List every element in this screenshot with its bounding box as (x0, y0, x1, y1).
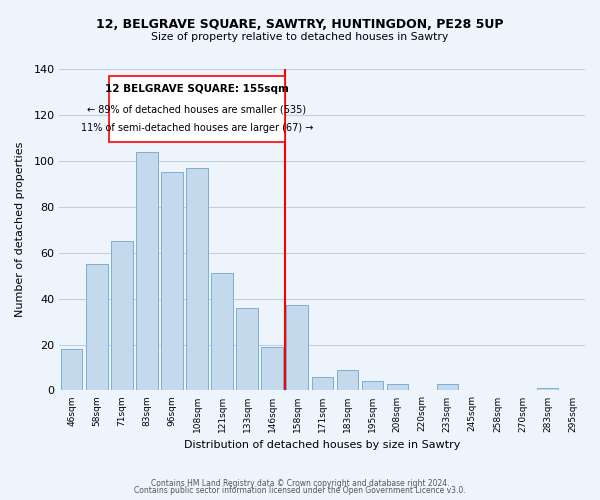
Bar (537, 388, 558, 390)
Bar (311, 376, 333, 390)
Bar (86, 264, 107, 390)
Bar (61, 349, 82, 391)
FancyBboxPatch shape (109, 76, 284, 142)
Text: Size of property relative to detached houses in Sawtry: Size of property relative to detached ho… (151, 32, 449, 42)
Bar (337, 370, 358, 390)
Bar (236, 308, 258, 390)
Bar (161, 172, 182, 390)
Text: Contains HM Land Registry data © Crown copyright and database right 2024.: Contains HM Land Registry data © Crown c… (151, 478, 449, 488)
Bar (136, 152, 158, 390)
Y-axis label: Number of detached properties: Number of detached properties (15, 142, 25, 318)
Bar (362, 381, 383, 390)
X-axis label: Distribution of detached houses by size in Sawtry: Distribution of detached houses by size … (184, 440, 460, 450)
Bar (386, 384, 408, 390)
Bar (437, 384, 458, 390)
Bar (211, 274, 233, 390)
Text: 12, BELGRAVE SQUARE, SAWTRY, HUNTINGDON, PE28 5UP: 12, BELGRAVE SQUARE, SAWTRY, HUNTINGDON,… (96, 18, 504, 30)
Text: Contains public sector information licensed under the Open Government Licence v3: Contains public sector information licen… (134, 486, 466, 495)
Text: ← 89% of detached houses are smaller (535): ← 89% of detached houses are smaller (53… (88, 104, 307, 114)
Text: 12 BELGRAVE SQUARE: 155sqm: 12 BELGRAVE SQUARE: 155sqm (105, 84, 289, 94)
Bar (262, 347, 283, 391)
Bar (111, 241, 133, 390)
Text: 11% of semi-detached houses are larger (67) →: 11% of semi-detached houses are larger (… (81, 123, 313, 133)
Bar (286, 306, 308, 390)
Bar (187, 168, 208, 390)
